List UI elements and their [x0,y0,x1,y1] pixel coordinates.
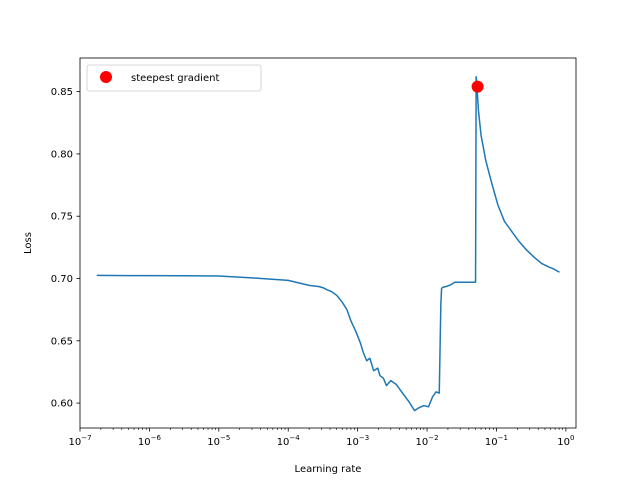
legend-label: steepest gradient [131,73,219,84]
y-axis-ticks: 0.60 0.65 0.70 0.75 0.80 0.85 [51,87,80,410]
y-tick-label: 0.80 [51,149,73,160]
y-tick-label: 0.85 [51,87,73,98]
steepest-gradient-marker [471,80,484,93]
legend: steepest gradient [86,64,262,92]
x-axis-label: Learning rate [295,464,362,475]
legend-box [86,64,262,92]
y-axis-label: Loss [23,232,34,254]
y-tick-label: 0.70 [51,274,73,285]
y-tick-label: 0.65 [51,336,73,347]
loss-curve [96,75,560,412]
plot-layer [96,75,560,412]
y-tick-label: 0.75 [51,212,73,223]
axes-frame [79,57,577,429]
y-tick-label: 0.60 [51,399,73,410]
legend-marker [100,71,112,83]
